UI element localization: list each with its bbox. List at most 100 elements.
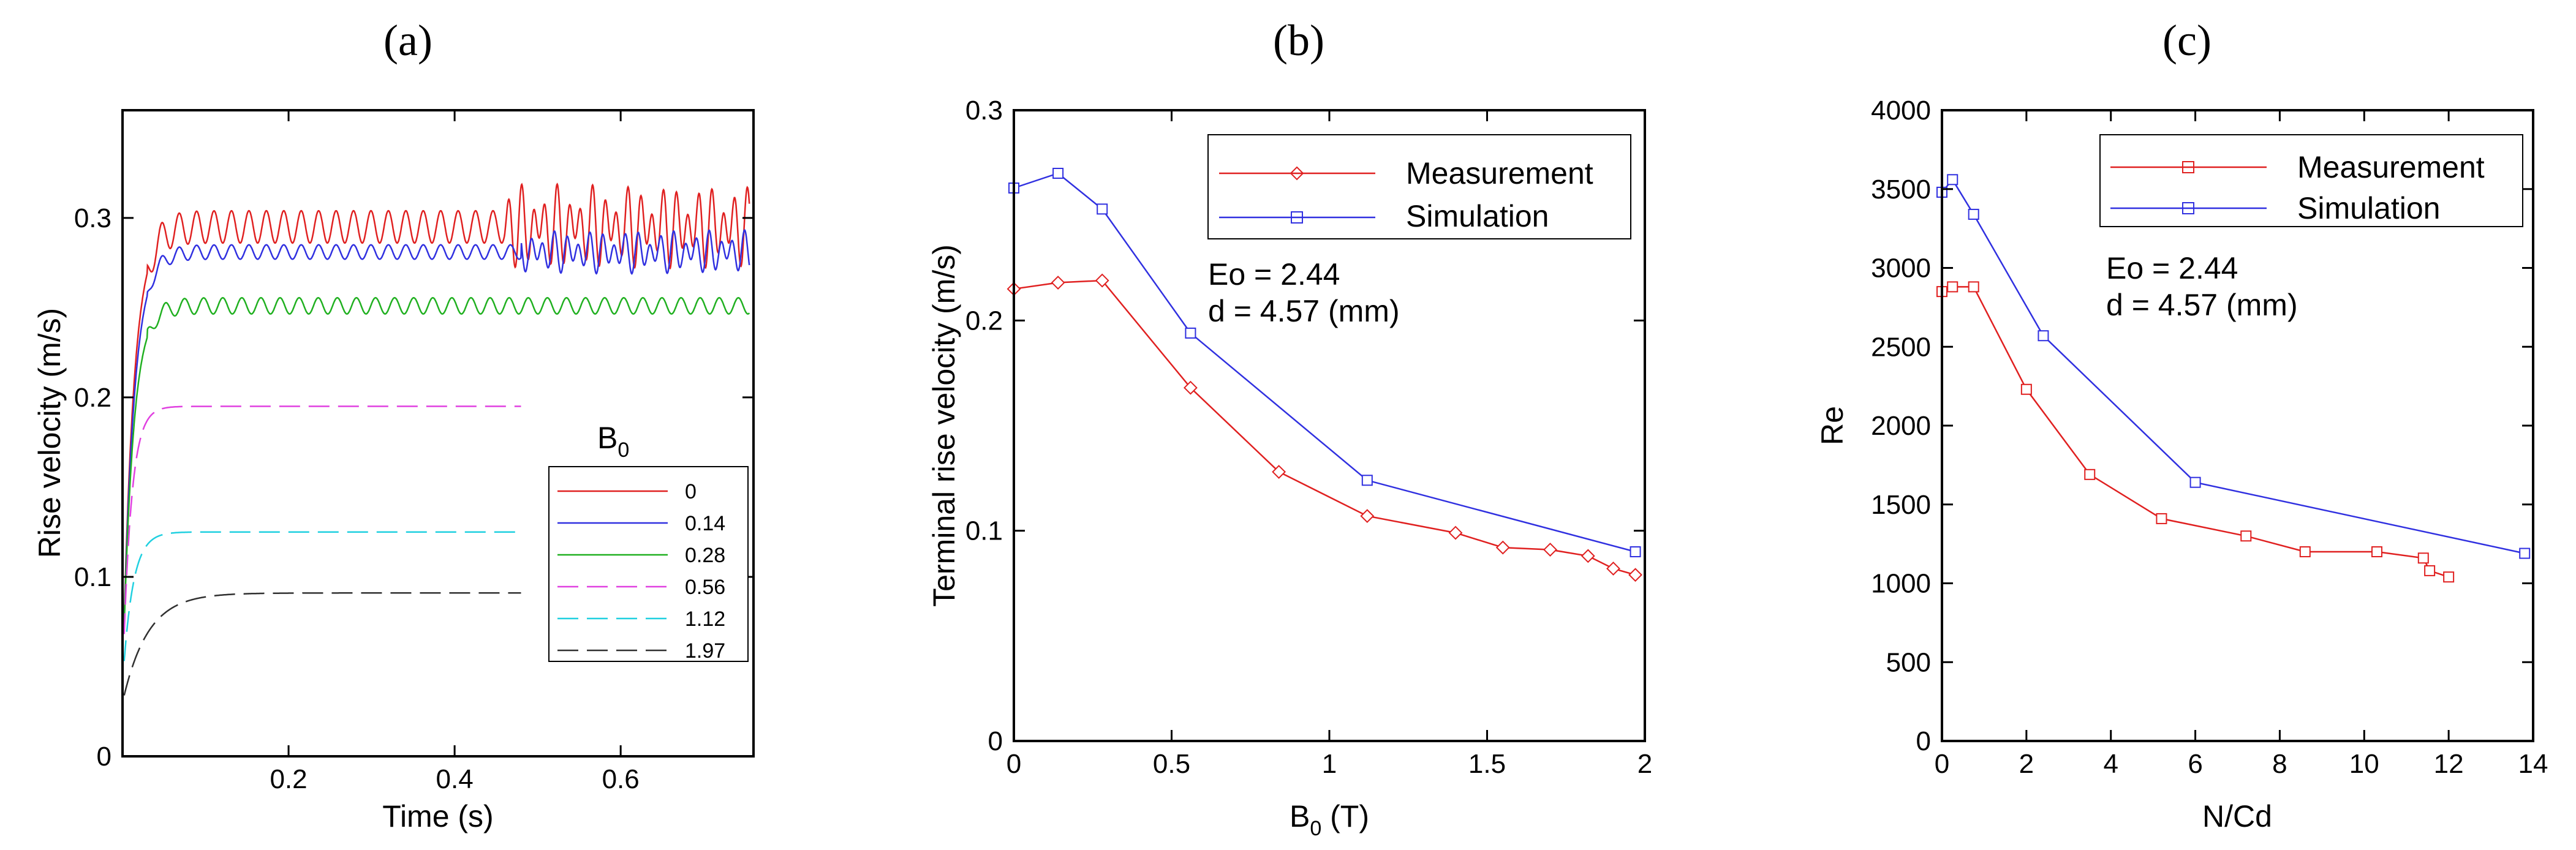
panel-c-legend: Measurement Simulation — [2099, 134, 2523, 227]
panel-c-xtick-label: 14 — [2518, 749, 2548, 779]
panel-a-legend-box — [548, 466, 749, 662]
panel-b-point-measurement — [1051, 276, 1065, 290]
panel-b-xtick-label: 0 — [1007, 749, 1021, 779]
panel-b-point-measurement — [1183, 380, 1198, 395]
panel-a-ytick-label: 0.1 — [74, 562, 111, 592]
panel-a-legend: B0 0 0.14 0.28 0.56 1.12 1.97 — [548, 421, 749, 663]
panel-c-xtick-label: 2 — [2019, 749, 2034, 779]
panel-a-legend-entries: 0 0.14 0.28 0.56 1.12 1.97 — [557, 480, 725, 663]
panel-b-xtick-label: 1 — [1322, 749, 1337, 779]
panel-b-point-measurement — [1448, 525, 1463, 540]
panel-a-series-line-0 — [123, 182, 750, 620]
panel-a-series-group — [123, 182, 750, 696]
panel-c-point-measurement — [1947, 281, 1958, 293]
panel-a-legend-label: 0.56 — [685, 576, 725, 599]
panel-c-ytick-label: 1500 — [1871, 490, 1931, 520]
panel-c-ytick-label: 0 — [1916, 726, 1931, 756]
panel-c-label: (c) — [2162, 16, 2212, 65]
panel-b-x-axis-label: B0 (T) — [1290, 799, 1369, 840]
panel-a-series-line-1.12 — [123, 531, 521, 661]
panel-c-point-measurement — [2084, 468, 2096, 480]
panel-a-legend-label: 0 — [685, 480, 697, 503]
panel-b-point-simulation — [1097, 203, 1108, 215]
panel-c-ytick-label: 2000 — [1871, 411, 1931, 441]
panel-c-series-line-measurement — [1941, 286, 2449, 578]
panel-b-ticks: 0 0.5 1 1.5 2 0 0.1 0.2 0.3 — [965, 96, 1652, 779]
panel-b-point-measurement — [1543, 543, 1557, 557]
panel-c-legend-marker-simulation — [2182, 202, 2194, 214]
panel-a-legend-title: B0 — [597, 421, 629, 462]
panel-b-ytick-label: 0.3 — [965, 96, 1003, 126]
panel-b-y-axis-label: Terminal rise velocity (m/s) — [927, 244, 961, 607]
panel-b-legend: Measurement Simulation — [1207, 134, 1631, 239]
panel-b-legend-marker-simulation — [1291, 211, 1303, 224]
panel-a-legend-label: 0.28 — [685, 544, 725, 567]
panel-c-point-measurement — [2371, 546, 2382, 557]
panel-a-series-line-0.28 — [123, 296, 750, 626]
panel-c-xtick-label: 4 — [2103, 749, 2118, 779]
panel-b-legend-label-measurement: Measurement — [1406, 156, 1593, 190]
panel-b-point-measurement — [1360, 509, 1375, 524]
panel-a-series-line-0.56 — [123, 405, 521, 634]
panel-c-point-simulation — [2519, 547, 2531, 559]
panel-a-xtick-label: 0.6 — [602, 764, 640, 794]
panel-c-legend-label-measurement: Measurement — [2297, 150, 2485, 184]
panel-b-point-measurement — [1095, 273, 1109, 288]
panel-b-legend-marker-measurement — [1290, 166, 1304, 181]
panel-c-point-measurement — [2240, 530, 2252, 542]
panel-c-xtick-label: 8 — [2272, 749, 2287, 779]
panel-b-point-measurement — [1272, 465, 1286, 479]
panel-c-series-line-simulation — [1941, 178, 2525, 554]
panel-b-point-measurement — [1628, 568, 1642, 582]
panel-b-label: (b) — [1273, 16, 1324, 65]
panel-c-y-axis-label: Re — [1815, 406, 1849, 445]
panel-b-xtick-label: 2 — [1637, 749, 1652, 779]
panel-b-annotation-d: d = 4.57 (mm) — [1208, 294, 1400, 328]
panel-c-xtick-label: 6 — [2188, 749, 2202, 779]
panel-c-legend-marker-measurement — [2182, 161, 2194, 173]
panel-b-point-simulation — [1361, 475, 1373, 486]
panel-c-point-measurement — [2443, 571, 2455, 583]
panel-c-legend-label-simulation: Simulation — [2297, 191, 2440, 225]
panel-c-ytick-label: 500 — [1886, 647, 1931, 677]
panel-c-point-measurement — [2299, 546, 2311, 557]
panel-c-ytick-label: 3000 — [1871, 254, 1931, 284]
panel-c-ticks: 0 2 4 6 8 10 12 14 0 500 1000 1500 2000 2500 3000 3500 4… — [1871, 96, 2548, 779]
panel-a-xtick-label: 0.4 — [436, 764, 474, 794]
panel-a-y-axis-label: Rise velocity (m/s) — [32, 308, 67, 558]
panel-c-point-measurement — [2424, 565, 2436, 576]
panel-a-label: (a) — [383, 16, 432, 65]
panel-c-point-measurement — [1968, 281, 1979, 293]
panel-a-series-line-1.97 — [123, 592, 521, 696]
panel-b-legend-label-simulation: Simulation — [1406, 199, 1549, 233]
panel-b-xtick-label: 0.5 — [1153, 749, 1190, 779]
panel-a-legend-label: 1.12 — [685, 607, 725, 631]
panel-c-ytick-label: 2500 — [1871, 332, 1931, 362]
panel-b-annotation-eo: Eo = 2.44 — [1208, 257, 1340, 291]
panel-b-point-simulation — [1185, 327, 1196, 339]
panel-a-ytick-label: 0.2 — [74, 383, 111, 413]
panel-c-annotation-d: d = 4.57 (mm) — [2106, 288, 2298, 322]
panel-b-ytick-label: 0.1 — [965, 516, 1003, 546]
panel-a-x-axis-label: Time (s) — [382, 799, 493, 833]
panel-c-x-axis-label: N/Cd — [2202, 799, 2272, 833]
panel-b-point-measurement — [1495, 540, 1510, 555]
panel-c-point-simulation — [1968, 208, 1979, 220]
panel-c-xtick-label: 0 — [1935, 749, 1949, 779]
panel-c-point-measurement — [2156, 513, 2167, 524]
panel-b-point-simulation — [1052, 168, 1064, 179]
panel-c-point-simulation — [2038, 330, 2049, 342]
panel-a-series-line-0.14 — [123, 229, 750, 623]
panel-a-ytick-label: 0.3 — [74, 203, 111, 233]
panel-b-ytick-label: 0.2 — [965, 306, 1003, 336]
panel-c-xtick-label: 12 — [2434, 749, 2464, 779]
panel-c: (c) 0 2 4 6 8 10 12 14 0 500 1000 1500 2000 2500 3000 3… — [1815, 16, 2548, 833]
panel-c-point-simulation — [1947, 174, 1958, 186]
panel-b-legend-box — [1207, 134, 1631, 239]
panel-c-ytick-label: 4000 — [1871, 96, 1931, 126]
panel-a-ticks: 0.2 0.4 0.6 0 0.1 0.2 0.3 — [74, 110, 754, 794]
panel-b-xtick-label: 1.5 — [1468, 749, 1506, 779]
panel-a-ytick-label: 0 — [97, 742, 111, 772]
panel-c-ytick-label: 3500 — [1871, 175, 1931, 205]
